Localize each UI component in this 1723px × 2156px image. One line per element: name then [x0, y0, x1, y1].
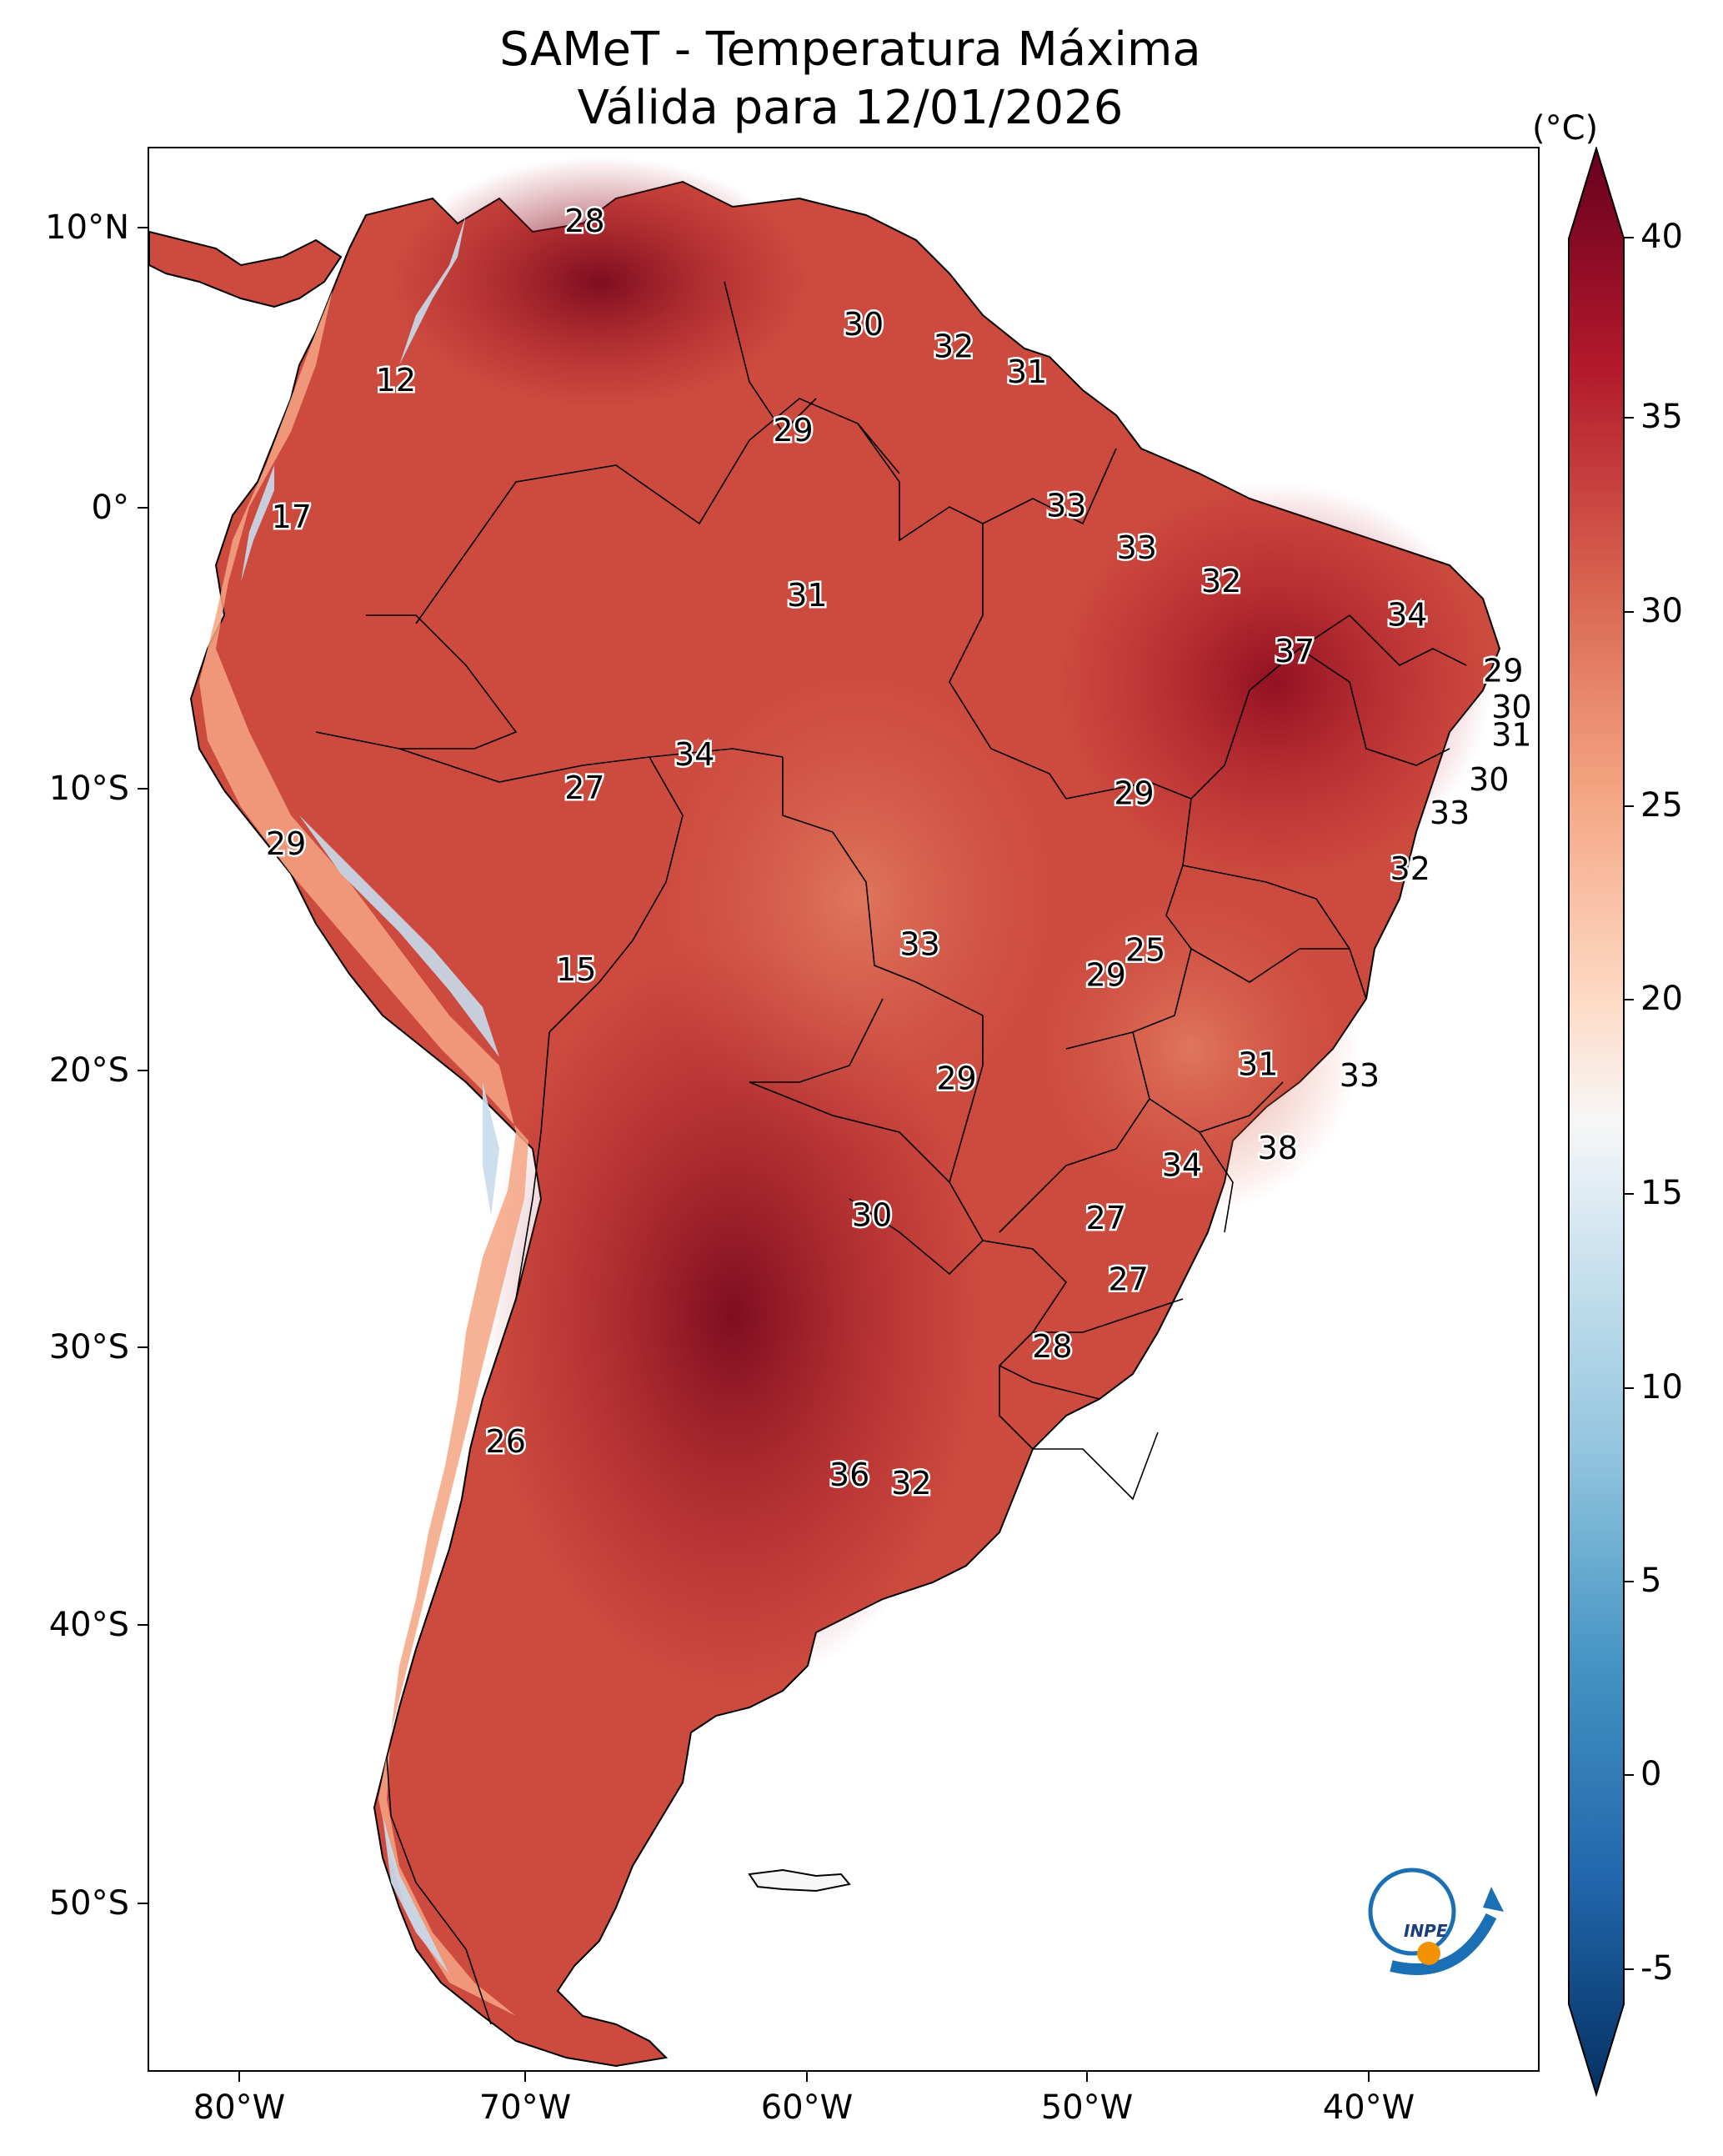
lat-tick-30s: 30°S: [48, 1328, 129, 1366]
station-temperature-label: 17: [272, 499, 312, 535]
colorbar-tick-mark: [1624, 611, 1634, 613]
station-temperature-label: 28: [564, 203, 604, 239]
station-temperature-label: 30: [1469, 761, 1509, 798]
station-temperature-label: 38: [1258, 1130, 1298, 1166]
colorbar-unit: (°C): [1532, 109, 1599, 148]
station-temperature-label: 29: [936, 1060, 976, 1096]
station-temperature-label: 33: [899, 926, 939, 963]
colorbar-tick: 0: [1640, 1755, 1662, 1793]
station-temperature-label: 30: [852, 1197, 892, 1234]
station-temperature-label: 32: [1201, 563, 1241, 599]
station-temperature-label: 15: [556, 951, 596, 988]
station-temperature-label: 29: [266, 825, 306, 862]
station-temperature-label: 31: [1238, 1046, 1278, 1083]
falklands-islands: [748, 1868, 851, 1893]
lat-tick-mark: [138, 1903, 148, 1904]
colorbar-tick-mark: [1624, 805, 1634, 807]
station-temperature-label: 28: [1032, 1328, 1072, 1365]
station-temperature-label: 26: [486, 1423, 526, 1460]
colorbar-scale: [1568, 147, 1625, 2098]
lat-tick-mark: [138, 227, 148, 228]
lat-tick-20s: 20°S: [48, 1051, 129, 1090]
colorbar-tick: 30: [1640, 592, 1683, 630]
lon-tick-mark: [1086, 2072, 1088, 2082]
station-temperature-label: 34: [674, 736, 714, 773]
lat-tick-mark: [138, 1070, 148, 1071]
lon-tick-mark: [1368, 2072, 1370, 2082]
station-temperature-label: 30: [1491, 689, 1531, 725]
station-temperature-label: 27: [1086, 1200, 1126, 1236]
colorbar-tick-mark: [1624, 1193, 1634, 1195]
lat-tick-0: 0°: [91, 489, 129, 527]
station-temperature-label: 32: [1390, 850, 1430, 887]
country-borders: [315, 281, 1467, 2025]
inpe-logo: INPE: [1368, 1868, 1504, 1975]
lon-tick-40w: 40°W: [1322, 2088, 1415, 2127]
map-panel: 28 12 17 30 32 31 29 33 33 32 31 34 37 29 30 31 34 27 29 30…: [148, 147, 1540, 2072]
station-temperature-label: 33: [1046, 488, 1086, 524]
lat-tick-mark: [138, 1624, 148, 1626]
lon-tick-60w: 60°W: [760, 2088, 854, 2127]
station-temperature-label: 33: [1430, 795, 1470, 831]
colorbar-tick: 25: [1640, 786, 1683, 825]
station-temperature-label: 33: [1340, 1057, 1380, 1094]
station-temperature-label: 27: [564, 770, 604, 806]
lat-tick-50s: 50°S: [48, 1884, 129, 1923]
station-temperature-label: 29: [773, 412, 813, 449]
lat-tick-10s: 10°S: [48, 770, 129, 808]
lat-tick-10n: 10°N: [45, 208, 129, 247]
station-temperature-label: 34: [1162, 1146, 1202, 1183]
station-temperature-label: 29: [1114, 775, 1154, 812]
station-temperature-label: 32: [891, 1465, 931, 1502]
central-america-landmass: [149, 230, 343, 308]
station-temperature-label: 27: [1109, 1261, 1149, 1298]
mild-zone-central: [641, 649, 1074, 1149]
colorbar-tick-mark: [1624, 237, 1634, 238]
station-temperature-label: 30: [844, 306, 884, 343]
station-temperature-label: 25: [1125, 931, 1165, 968]
lat-tick-40s: 40°S: [48, 1606, 129, 1644]
heat-core-venezuela: [391, 157, 808, 407]
station-temperature-label: 29: [1483, 652, 1523, 689]
colorbar-tick: -5: [1640, 1949, 1674, 1988]
map-title: SAMeT - Temperatura Máxima: [499, 23, 1201, 77]
colorbar-tick-mark: [1624, 1968, 1634, 1970]
colorbar-tick-mark: [1624, 1774, 1634, 1776]
station-temperature-label: 31: [787, 577, 827, 614]
colorbar-tick: 20: [1640, 980, 1683, 1018]
colorbar-tick: 10: [1640, 1368, 1683, 1406]
colorbar-tick-mark: [1624, 999, 1634, 1000]
colorbar-tick: 40: [1640, 218, 1683, 256]
lon-tick-80w: 80°W: [193, 2088, 286, 2127]
station-temperature-label: 37: [1275, 633, 1315, 669]
lon-tick-mark: [524, 2072, 526, 2082]
inpe-logo-text: INPE: [1404, 1921, 1448, 1941]
station-temperature-label: 31: [1007, 353, 1047, 390]
lon-tick-mark: [806, 2072, 808, 2082]
station-temperature-label: 31: [1491, 716, 1531, 753]
lon-tick-50w: 50°W: [1040, 2088, 1134, 2127]
lat-tick-mark: [138, 788, 148, 790]
station-temperature-label: 36: [829, 1457, 869, 1493]
lat-tick-mark: [138, 507, 148, 509]
colorbar-tick: 35: [1640, 398, 1683, 436]
station-temperature-label: 34: [1387, 596, 1427, 633]
station-temperature-label: 12: [376, 362, 416, 399]
colorbar-tick-mark: [1624, 1387, 1634, 1389]
station-temperature-label: 33: [1117, 529, 1157, 566]
map-subtitle: Válida para 12/01/2026: [577, 81, 1124, 135]
station-temperature-label: 29: [1086, 956, 1126, 993]
colorbar-tick: 15: [1640, 1174, 1683, 1212]
lon-tick-mark: [238, 2072, 240, 2082]
colorbar-tick-mark: [1624, 1581, 1634, 1582]
lon-tick-70w: 70°W: [478, 2088, 572, 2127]
heat-core-northeast: [1058, 482, 1491, 882]
colorbar-tick: 5: [1640, 1562, 1662, 1600]
colorbar-tick-mark: [1624, 417, 1634, 419]
station-temperature-label: 32: [934, 328, 974, 365]
lat-tick-mark: [138, 1346, 148, 1348]
colorbar: [1568, 147, 1625, 2098]
